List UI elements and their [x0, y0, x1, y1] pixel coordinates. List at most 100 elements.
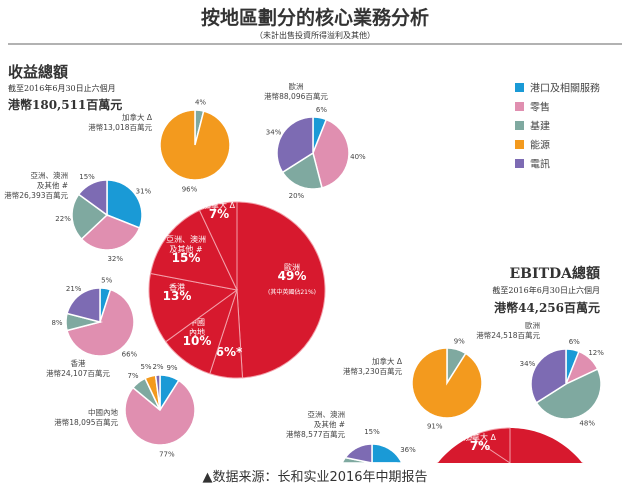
slice-percent-label: 32%	[107, 255, 123, 263]
region-label: 香港	[169, 282, 185, 292]
legend-label-energy: 能源	[530, 139, 550, 152]
pie-caption: 港幣24,518百萬元	[476, 330, 540, 340]
legend-swatch-infra	[515, 121, 524, 130]
region-label: 7%	[470, 439, 490, 453]
legend-label-port: 港口及相關服務	[530, 82, 600, 95]
pie-slice-telecom	[66, 287, 101, 323]
pie-caption: 港幣26,393百萬元	[4, 190, 68, 200]
ebitda-regions-pie: 加拿大 Δ7%	[418, 427, 602, 463]
slice-percent-label: 66%	[122, 350, 138, 358]
pie-slice-energy	[159, 109, 231, 181]
pie-caption: 港幣18,095百萬元	[54, 417, 118, 427]
pie-slice-region	[198, 201, 238, 291]
slice-percent-label: 8%	[51, 319, 62, 327]
legend-label-telecom: 電訊	[530, 158, 550, 171]
slice-percent-label: 48%	[579, 420, 595, 428]
legend-swatch-energy	[515, 140, 524, 149]
slice-percent-label: 91%	[427, 422, 443, 430]
region-label: 6%*	[216, 345, 243, 359]
slice-percent-label: 6%	[316, 106, 327, 114]
slice-percent-label: 77%	[159, 450, 175, 458]
region-label: 內地	[189, 327, 205, 337]
revenue-period: 截至2016年6月30日止六個月	[8, 83, 116, 93]
pie-caption: 中國內地	[88, 407, 118, 417]
legend-label-retail: 零售	[530, 101, 550, 114]
pie-slice-infra	[65, 312, 103, 332]
pie-slice-retail	[564, 350, 599, 386]
legend-swatch-telecom	[515, 159, 524, 168]
slice-percent-label: 36%	[400, 446, 416, 454]
pie-slice-infra	[535, 368, 602, 420]
revenue-total: 港幣180,511百萬元	[8, 97, 122, 112]
source-footer: ▲数据来源：长和实业2016年中期报告	[0, 463, 630, 493]
slice-percent-label: 6%	[569, 338, 580, 346]
page-subtitle: （未計出售投資所得溢利及其他）	[255, 30, 375, 40]
pie-caption: 歐洲	[525, 320, 540, 330]
pie-slice-energy	[411, 347, 483, 419]
pie-caption: 港幣13,018百萬元	[88, 122, 152, 132]
pie-slice-telecom	[343, 443, 373, 463]
pie-caption: 加拿大 Δ	[122, 112, 153, 122]
pie-slice-infra	[131, 377, 161, 411]
region-label: 49%	[278, 269, 307, 283]
pie-slice-region	[236, 201, 326, 379]
pie-caption: 及其他 #	[314, 419, 345, 429]
pie-slice-telecom	[154, 374, 161, 411]
pie-slice-region	[148, 272, 239, 343]
slice-percent-label: 9%	[166, 364, 177, 372]
ebitda-heading: EBITDA總額	[510, 265, 600, 282]
legend-label-infra: 基建	[530, 120, 550, 133]
slice-percent-label: 12%	[588, 349, 604, 357]
pie-caption: 港幣8,577百萬元	[286, 429, 345, 439]
pie-caption: 港幣3,230百萬元	[343, 366, 402, 376]
slice-percent-label: 5%	[101, 277, 112, 285]
ebitda-period: 截至2016年6月30日止六個月	[492, 285, 600, 295]
page-title: 按地區劃分的核心業務分析	[201, 6, 429, 29]
region-label: 及其他 #	[169, 244, 203, 254]
pie-slice-region	[150, 209, 238, 291]
slice-percent-label: 22%	[55, 215, 71, 223]
slice-percent-label: 40%	[350, 153, 366, 161]
region-label: 加拿大 Δ	[203, 200, 236, 210]
pie-slice-retail	[124, 379, 196, 446]
region-label: 10%	[183, 334, 212, 348]
pie-slice-telecom	[276, 116, 314, 174]
pie-slice-infra	[71, 193, 109, 241]
ebitda-total: 港幣44,256百萬元	[494, 300, 600, 315]
slice-percent-label: 20%	[289, 192, 305, 200]
slice-percent-label: 96%	[182, 186, 198, 194]
slice-percent-label: 34%	[266, 128, 282, 136]
pie-slice-retail	[312, 118, 350, 189]
pie-caption: 亞洲、澳洲	[31, 170, 69, 180]
pie-slice-telecom	[530, 348, 567, 404]
legend-swatch-port	[515, 83, 524, 92]
slice-percent-label: 34%	[520, 360, 536, 368]
pie-caption: 香港	[71, 358, 86, 368]
pie-slice-infra	[281, 151, 323, 190]
pie-caption: 加拿大 Δ	[372, 356, 403, 366]
legend-swatch-retail	[515, 102, 524, 111]
region-label: (其中英國佔21%)	[268, 288, 316, 296]
slice-percent-label: 9%	[454, 338, 465, 346]
region-label: 加拿大 Δ	[464, 432, 497, 442]
pie-slice-region	[469, 427, 511, 463]
pie-slice-telecom	[77, 179, 108, 217]
pie-caption: 及其他 #	[37, 180, 68, 190]
region-label: 亞洲、澳洲	[166, 234, 206, 244]
region-label: 中國	[189, 317, 205, 327]
slice-percent-label: 2%	[152, 363, 163, 371]
pie-slice-retail	[80, 214, 141, 251]
slice-percent-label: 21%	[66, 285, 82, 293]
region-label: 歐洲	[284, 262, 300, 272]
chart-canvas: 按地區劃分的核心業務分析 （未計出售投資所得溢利及其他） 收益總額 截至2016…	[4, 6, 622, 463]
